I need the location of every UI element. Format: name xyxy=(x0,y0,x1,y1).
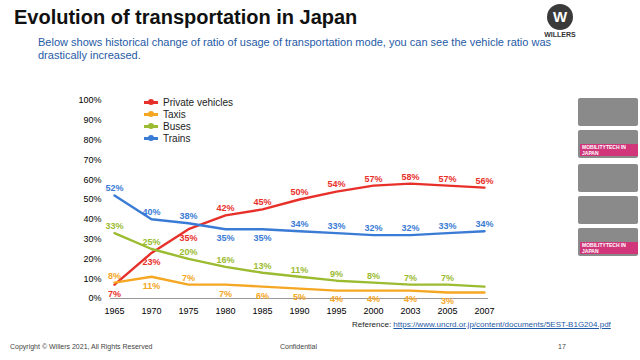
svg-text:32%: 32% xyxy=(364,223,382,233)
svg-text:30%: 30% xyxy=(83,234,101,244)
svg-text:54%: 54% xyxy=(327,179,345,189)
svg-text:1975: 1975 xyxy=(178,306,198,316)
svg-text:32%: 32% xyxy=(401,223,419,233)
svg-text:8%: 8% xyxy=(367,271,380,281)
svg-text:7%: 7% xyxy=(108,289,121,299)
svg-text:45%: 45% xyxy=(253,197,271,207)
svg-text:5%: 5% xyxy=(293,292,306,302)
svg-text:42%: 42% xyxy=(216,203,234,213)
svg-text:60%: 60% xyxy=(83,175,101,185)
svg-text:7%: 7% xyxy=(404,273,417,283)
svg-text:3%: 3% xyxy=(441,296,454,306)
svg-text:80%: 80% xyxy=(83,135,101,145)
html-text:17: 17 xyxy=(558,343,566,350)
svg-text:11%: 11% xyxy=(291,265,309,275)
svg-text:20%: 20% xyxy=(83,254,101,264)
svg-text:33%: 33% xyxy=(105,221,123,231)
html-text:Copyright © Willers 2021, All: Copyright © Willers 2021, All Rights Res… xyxy=(10,343,153,350)
svg-text:13%: 13% xyxy=(253,261,271,271)
svg-text:90%: 90% xyxy=(83,115,101,125)
html-text:Buses: Buses xyxy=(163,120,191,132)
svg-text:35%: 35% xyxy=(179,233,197,243)
svg-text:1980: 1980 xyxy=(215,306,235,316)
svg-text:40%: 40% xyxy=(83,214,101,224)
svg-text:2000: 2000 xyxy=(363,306,383,316)
svg-text:57%: 57% xyxy=(364,174,382,184)
svg-text:9%: 9% xyxy=(330,269,343,279)
svg-text:2007: 2007 xyxy=(474,306,494,316)
svg-text:35%: 35% xyxy=(253,233,271,243)
svg-text:34%: 34% xyxy=(290,219,308,229)
html-text:Trains: Trains xyxy=(163,132,191,144)
svg-text:6%: 6% xyxy=(256,291,269,301)
html-text:Below shows historical change: Below shows historical change of ratio o… xyxy=(38,36,551,61)
svg-text:70%: 70% xyxy=(83,155,101,165)
html-text:Private vehicles: Private vehicles xyxy=(163,96,233,108)
svg-text:20%: 20% xyxy=(179,247,197,257)
html-text:Reference: https://www.uncrd.o: Reference: https://www.uncrd.or.jp/conte… xyxy=(352,320,611,329)
svg-text:8%: 8% xyxy=(108,271,121,281)
svg-text:4%: 4% xyxy=(367,294,380,304)
html-text:Confidential: Confidential xyxy=(280,343,317,350)
svg-text:58%: 58% xyxy=(401,172,419,182)
html-text:Evolution of transportation in: Evolution of transportation in Japan xyxy=(14,6,358,28)
svg-text:38%: 38% xyxy=(179,211,197,221)
svg-text:100%: 100% xyxy=(78,95,101,105)
svg-text:1990: 1990 xyxy=(289,306,309,316)
svg-text:50%: 50% xyxy=(83,194,101,204)
svg-text:7%: 7% xyxy=(441,273,454,283)
svg-text:11%: 11% xyxy=(143,281,161,291)
svg-text:56%: 56% xyxy=(475,176,493,186)
svg-text:16%: 16% xyxy=(216,255,234,265)
svg-text:7%: 7% xyxy=(219,289,232,299)
html-text:Taxis: Taxis xyxy=(163,108,186,120)
svg-text:4%: 4% xyxy=(330,294,343,304)
svg-text:2003: 2003 xyxy=(400,306,420,316)
svg-text:34%: 34% xyxy=(475,219,493,229)
svg-text:4%: 4% xyxy=(404,294,417,304)
html-text:MOBILITYTECH IN JAPAN: MOBILITYTECH IN JAPAN xyxy=(582,144,626,156)
svg-text:1970: 1970 xyxy=(141,306,161,316)
svg-text:7%: 7% xyxy=(182,273,195,283)
svg-text:23%: 23% xyxy=(142,257,160,267)
svg-text:52%: 52% xyxy=(105,183,123,193)
svg-text:10%: 10% xyxy=(83,274,101,284)
svg-text:1985: 1985 xyxy=(252,306,272,316)
svg-text:33%: 33% xyxy=(327,221,345,231)
svg-text:33%: 33% xyxy=(438,221,456,231)
html-text:WILLERS: WILLERS xyxy=(544,31,576,38)
svg-text:35%: 35% xyxy=(216,233,234,243)
svg-text:0%: 0% xyxy=(88,293,101,303)
svg-text:1995: 1995 xyxy=(326,306,346,316)
html-text:MOBILITYTECH IN JAPAN: MOBILITYTECH IN JAPAN xyxy=(582,242,626,254)
svg-text:25%: 25% xyxy=(142,237,160,247)
svg-text:50%: 50% xyxy=(290,187,308,197)
html-text:W: W xyxy=(552,8,568,25)
svg-text:1965: 1965 xyxy=(104,306,124,316)
svg-text:57%: 57% xyxy=(438,174,456,184)
svg-text:40%: 40% xyxy=(142,207,160,217)
svg-text:2005: 2005 xyxy=(437,306,457,316)
